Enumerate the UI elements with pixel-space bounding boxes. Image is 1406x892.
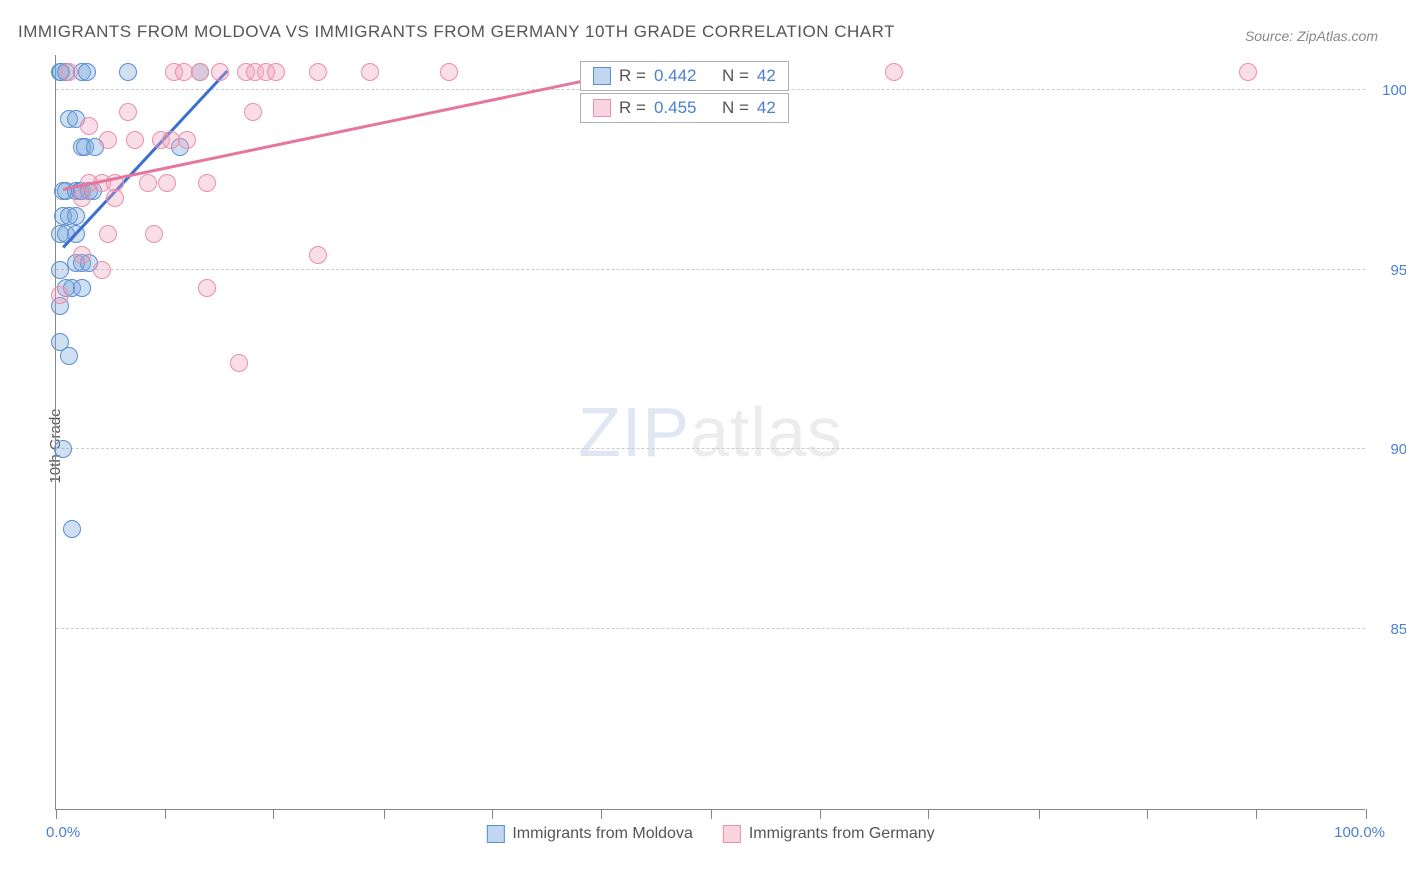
scatter-point [99,131,117,149]
scatter-point [99,225,117,243]
r-value: 0.455 [654,98,697,118]
scatter-point [361,63,379,81]
x-tick [273,809,274,819]
x-tick [384,809,385,819]
scatter-point [885,63,903,81]
scatter-point [230,354,248,372]
correlation-stats-box: R = 0.442 N = 42 [580,61,789,91]
scatter-point [73,279,91,297]
scatter-point [119,63,137,81]
legend-swatch-germany [723,825,741,843]
scatter-point [73,246,91,264]
gridline-h [56,269,1365,270]
x-tick [56,809,57,819]
x-tick [711,809,712,819]
scatter-point [191,63,209,81]
y-tick-label: 95.0% [1373,262,1406,279]
scatter-point [126,131,144,149]
scatter-point [1239,63,1257,81]
chart-title: IMMIGRANTS FROM MOLDOVA VS IMMIGRANTS FR… [18,22,895,42]
scatter-point [51,261,69,279]
bottom-legend: Immigrants from Moldova Immigrants from … [486,825,934,843]
scatter-point [139,174,157,192]
y-tick-label: 85.0% [1373,621,1406,638]
watermark: ZIPatlas [578,392,843,472]
x-tick [601,809,602,819]
scatter-point [67,207,85,225]
scatter-point [198,279,216,297]
x-tick [1366,809,1367,819]
source-attribution: Source: ZipAtlas.com [1245,28,1378,44]
stats-swatch [593,99,611,117]
scatter-point [267,63,285,81]
x-tick [165,809,166,819]
n-label: N = [722,66,749,86]
x-axis-max-label: 100.0% [1334,824,1385,841]
n-value: 42 [757,98,776,118]
scatter-point [309,246,327,264]
n-label: N = [722,98,749,118]
x-tick [820,809,821,819]
scatter-point [54,440,72,458]
x-axis-min-label: 0.0% [46,824,80,841]
scatter-point [211,63,229,81]
scatter-point [51,286,69,304]
x-tick [1256,809,1257,819]
legend-label-moldova: Immigrants from Moldova [512,825,693,843]
x-tick [1147,809,1148,819]
scatter-point [78,63,96,81]
scatter-point [440,63,458,81]
scatter-point [158,174,176,192]
scatter-point [73,189,91,207]
stats-swatch [593,67,611,85]
gridline-h [56,448,1365,449]
y-tick-label: 100.0% [1373,82,1406,99]
scatter-point [309,63,327,81]
gridline-h [56,628,1365,629]
scatter-point [244,103,262,121]
scatter-point [198,174,216,192]
scatter-point [145,225,163,243]
scatter-point [119,103,137,121]
scatter-point [60,63,78,81]
scatter-plot-area: ZIPatlas 0.0% 100.0% Immigrants from Mol… [55,55,1365,810]
scatter-point [106,189,124,207]
n-value: 42 [757,66,776,86]
legend-label-germany: Immigrants from Germany [749,825,935,843]
r-value: 0.442 [654,66,697,86]
scatter-point [80,117,98,135]
legend-item-germany: Immigrants from Germany [723,825,935,843]
x-tick [1039,809,1040,819]
x-tick [492,809,493,819]
scatter-point [60,347,78,365]
scatter-point [63,520,81,538]
y-tick-label: 90.0% [1373,441,1406,458]
watermark-atlas: atlas [690,393,843,471]
legend-swatch-moldova [486,825,504,843]
legend-item-moldova: Immigrants from Moldova [486,825,693,843]
scatter-point [93,261,111,279]
correlation-stats-box: R = 0.455 N = 42 [580,93,789,123]
scatter-point [178,131,196,149]
x-tick [928,809,929,819]
r-label: R = [619,66,646,86]
r-label: R = [619,98,646,118]
watermark-zip: ZIP [578,393,690,471]
